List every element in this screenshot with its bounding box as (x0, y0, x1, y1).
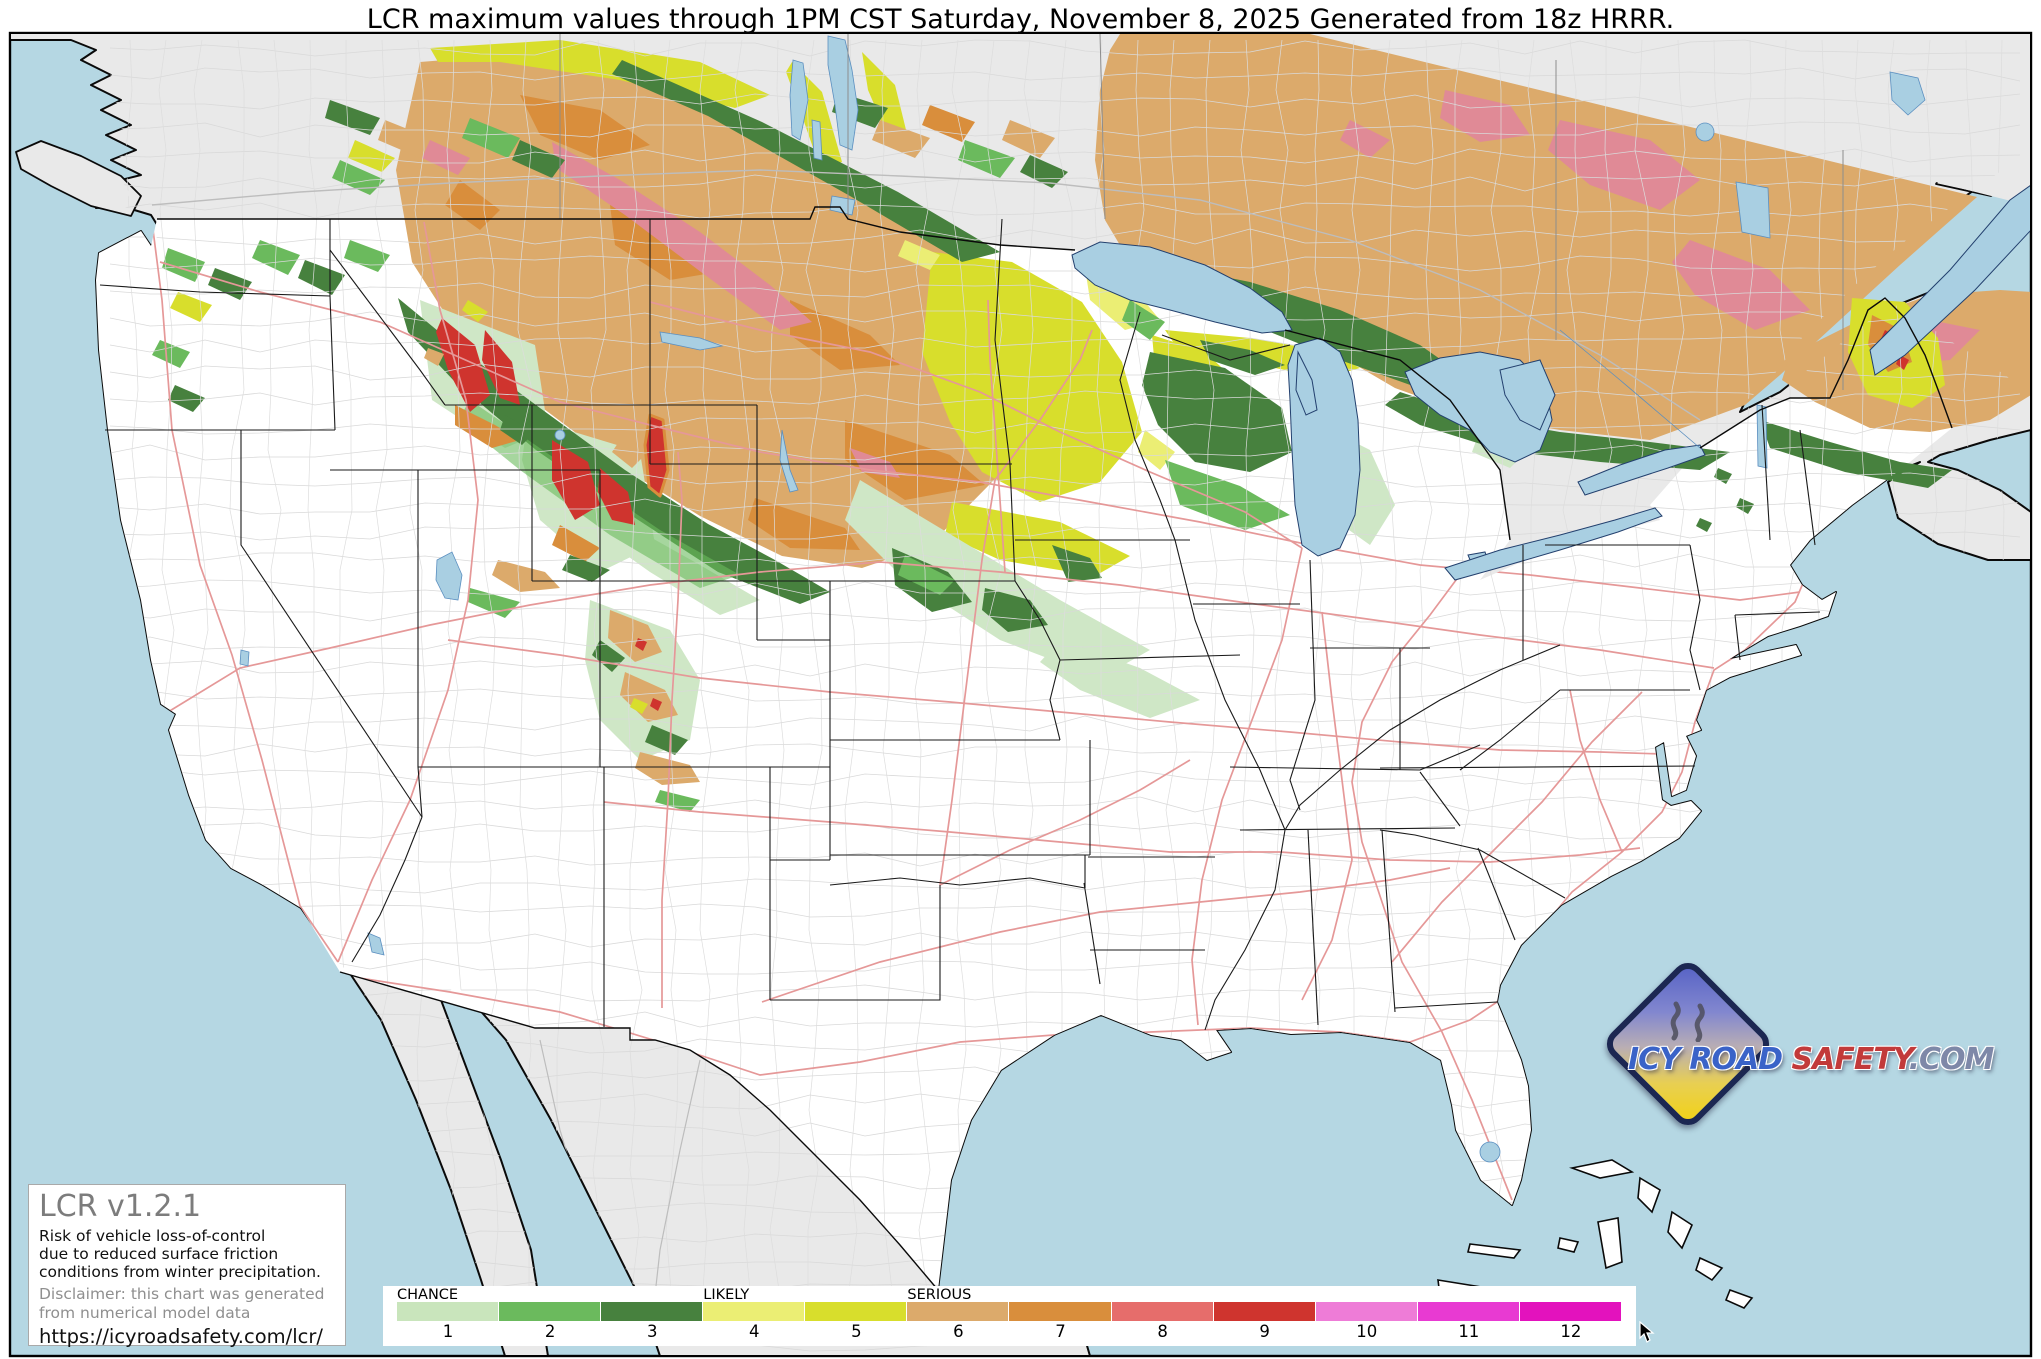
rockies-speckles (424, 300, 700, 812)
legend-number-8: 8 (1157, 1322, 1168, 1341)
legend-number-1: 1 (442, 1322, 454, 1341)
legend-number-5: 5 (851, 1322, 862, 1341)
legend-swatch-5 (805, 1302, 908, 1321)
legend-group-labels: CHANCE LIKELY SERIOUS (397, 1287, 1622, 1303)
logo-wordmark: ICY ROAD SAFETY.COM (1628, 1042, 1995, 1077)
legend-number-3: 3 (646, 1322, 658, 1341)
coastline-and-borders (157, 206, 1953, 1291)
legend-swatches (397, 1302, 1622, 1321)
info-url-link[interactable]: https://icyroadsafety.com/lcr/ (39, 1324, 323, 1348)
info-disclaimer: from numerical model data (39, 1303, 251, 1322)
logo-text-secondary: SAFETY (1791, 1042, 1910, 1077)
page-title: LCR maximum values through 1PM CST Satur… (366, 4, 1675, 35)
legend-swatch-2 (499, 1302, 602, 1321)
legend-swatch-6 (907, 1302, 1010, 1321)
legend-group-label-serious: SERIOUS (907, 1287, 972, 1303)
legend-swatch-7 (1009, 1302, 1112, 1321)
icy-road-safety-logo: ICY ROAD SAFETY.COM (1594, 956, 1994, 1148)
info-heading: LCR v1.2.1 (39, 1189, 202, 1224)
legend-swatch-8 (1111, 1302, 1214, 1321)
legend-swatch-9 (1213, 1302, 1316, 1321)
legend-number-4: 4 (749, 1322, 760, 1341)
risk-legend: CHANCE LIKELY SERIOUS 1 2 3 4 5 6 7 8 9 10 11 12 (383, 1286, 1636, 1346)
legend-number-9: 9 (1259, 1322, 1270, 1341)
state-borders (99, 218, 1821, 1031)
legend-number-2: 2 (544, 1322, 556, 1341)
legend-swatch-3 (601, 1302, 704, 1321)
info-disclaimer: Disclaimer: this chart was generated (39, 1285, 325, 1304)
legend-number-6: 6 (953, 1322, 964, 1341)
legend-swatch-10 (1315, 1302, 1418, 1321)
mouse-cursor-icon (1639, 1321, 1655, 1343)
info-line: conditions from winter precipitation. (39, 1263, 321, 1282)
legend-swatch-4 (703, 1302, 806, 1321)
legend-numbers: 1 2 3 4 5 6 7 8 9 10 11 12 (397, 1322, 1622, 1342)
model-domain-edge (1314, 34, 2030, 206)
logo-text-suffix: .COM (1908, 1042, 1995, 1077)
legend-number-11: 11 (1458, 1322, 1480, 1341)
logo-text-primary: ICY ROAD (1628, 1042, 1792, 1077)
info-line: due to reduced surface friction (39, 1244, 279, 1263)
skid-marks-icon (1670, 1001, 1705, 1042)
legend-group-label-likely: LIKELY (703, 1287, 750, 1303)
legend-group-label-chance: CHANCE (397, 1287, 459, 1303)
small-lakes (239, 35, 1926, 1163)
legend-swatch-12 (1519, 1302, 1622, 1321)
legend-number-12: 12 (1560, 1322, 1582, 1341)
legend-number-7: 7 (1055, 1322, 1066, 1341)
province-borders (559, 34, 1844, 390)
info-line: Risk of vehicle loss-of-control (39, 1226, 266, 1245)
legend-swatch-11 (1417, 1302, 1520, 1321)
legend-swatch-1 (397, 1302, 500, 1321)
legend-number-10: 10 (1356, 1322, 1378, 1341)
info-box: LCR v1.2.1 Risk of vehicle loss-of-contr… (28, 1184, 346, 1348)
